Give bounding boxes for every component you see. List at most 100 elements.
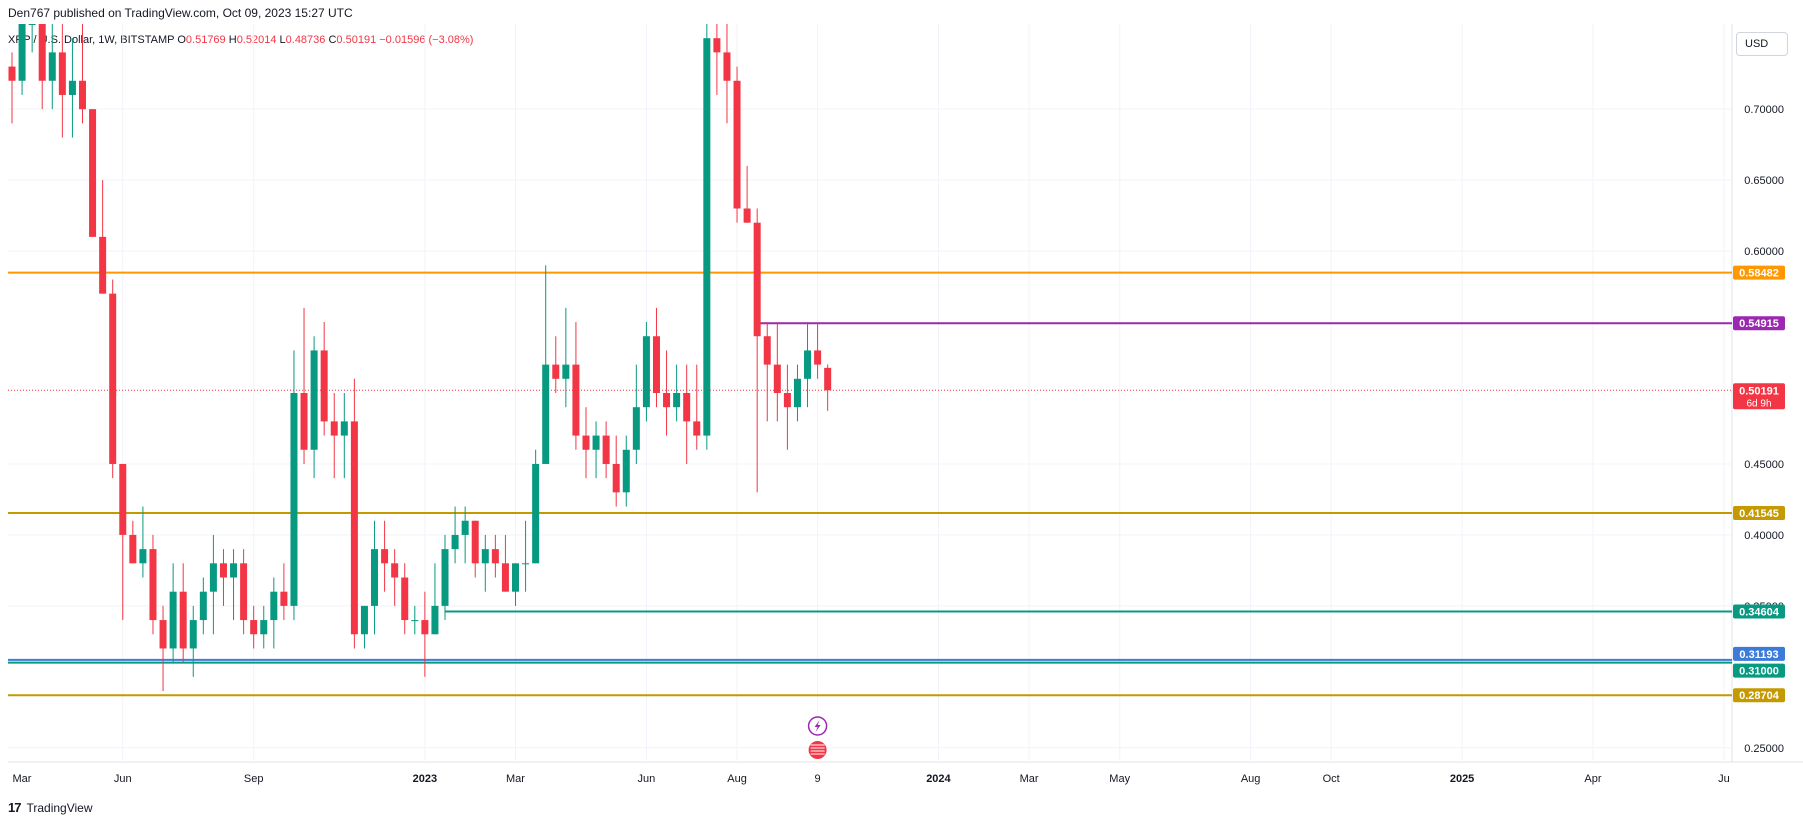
candle bbox=[683, 364, 691, 464]
candle-body bbox=[804, 350, 812, 379]
x-tick-label: Ju bbox=[1718, 773, 1730, 785]
candle bbox=[552, 336, 560, 393]
legend-close-label: C bbox=[328, 34, 337, 46]
candle bbox=[824, 364, 832, 411]
candle-body bbox=[431, 605, 439, 635]
candle bbox=[270, 577, 278, 649]
candle-body bbox=[58, 52, 66, 95]
candle-body bbox=[280, 591, 288, 606]
candles bbox=[8, 24, 832, 692]
candle bbox=[280, 563, 288, 621]
x-tick-label: Aug bbox=[727, 773, 747, 785]
level-label: 0.34604 bbox=[1739, 607, 1780, 619]
candle bbox=[663, 350, 671, 436]
candle-body bbox=[109, 293, 117, 464]
candle-body bbox=[179, 591, 187, 649]
candle-body bbox=[230, 563, 238, 578]
candle-body bbox=[652, 336, 660, 393]
level-label-bg bbox=[1733, 505, 1785, 520]
candle-body bbox=[38, 24, 46, 81]
candle-body bbox=[68, 80, 76, 95]
candle bbox=[572, 322, 580, 450]
candle bbox=[703, 24, 711, 450]
candle-body bbox=[371, 549, 379, 606]
legend-low: 0.48736 bbox=[285, 34, 326, 46]
candle bbox=[582, 407, 590, 479]
legend-symbol[interactable]: XRP / U.S. Dollar, 1W, BITSTAMP bbox=[8, 34, 175, 46]
candle-body bbox=[169, 591, 177, 649]
candle bbox=[673, 364, 681, 422]
candle bbox=[542, 265, 550, 464]
price-chart[interactable]: 0.700000.650000.600000.450000.400000.350… bbox=[0, 0, 1803, 795]
candle-body bbox=[572, 364, 580, 436]
candle-body bbox=[199, 591, 207, 621]
candle bbox=[652, 307, 660, 408]
candle-body bbox=[522, 563, 530, 565]
candle-body bbox=[663, 393, 671, 408]
current-price-label: 0.50191 bbox=[1739, 385, 1779, 397]
candle-body bbox=[783, 393, 791, 408]
candle-body bbox=[451, 534, 459, 550]
candle-body bbox=[683, 393, 691, 422]
candle-body bbox=[773, 364, 781, 393]
level-label-bg bbox=[1733, 646, 1785, 661]
price-axis: 0.700000.650000.600000.450000.400000.350… bbox=[1733, 104, 1785, 755]
x-tick-label: 9 bbox=[815, 773, 821, 785]
x-tick-label: 2024 bbox=[926, 773, 951, 785]
candle-body bbox=[310, 350, 318, 450]
candle bbox=[592, 421, 600, 479]
candle bbox=[260, 605, 268, 649]
candle-body bbox=[481, 549, 489, 564]
candle bbox=[371, 520, 379, 635]
x-tick-label: May bbox=[1109, 773, 1130, 785]
candle bbox=[250, 605, 258, 649]
candle bbox=[28, 24, 36, 53]
candle-body bbox=[552, 364, 560, 379]
level-label: 0.31193 bbox=[1739, 649, 1778, 661]
candle-body bbox=[391, 563, 399, 578]
legend-high-label: H bbox=[228, 34, 237, 46]
candle bbox=[431, 563, 439, 635]
candle bbox=[421, 591, 429, 677]
candle bbox=[99, 180, 107, 294]
candle-body bbox=[763, 336, 771, 365]
candle bbox=[773, 322, 781, 422]
candle bbox=[612, 435, 620, 507]
candle bbox=[804, 322, 812, 408]
candle bbox=[562, 307, 570, 408]
candle-body bbox=[8, 66, 16, 81]
candle-body bbox=[18, 24, 26, 81]
candle-body bbox=[189, 620, 197, 649]
candle bbox=[814, 322, 822, 379]
candle bbox=[119, 463, 127, 621]
candle bbox=[723, 24, 731, 124]
candle bbox=[783, 364, 791, 450]
candle bbox=[632, 364, 640, 464]
candle bbox=[512, 563, 519, 606]
candle-body bbox=[240, 563, 248, 621]
candle-body bbox=[743, 208, 751, 223]
x-tick-label: Mar bbox=[13, 773, 32, 785]
candle bbox=[340, 393, 348, 479]
symbol-legend: XRP / U.S. Dollar, 1W, BITSTAMP O0.51769… bbox=[8, 34, 473, 46]
candle bbox=[139, 506, 147, 578]
y-tick-label: 0.45000 bbox=[1744, 459, 1784, 471]
x-tick-label: Jun bbox=[638, 773, 656, 785]
candle bbox=[441, 534, 449, 621]
x-tick-label: 2023 bbox=[413, 773, 437, 785]
candle-body bbox=[461, 520, 469, 535]
candle bbox=[622, 435, 630, 507]
level-label: 0.54915 bbox=[1739, 318, 1779, 330]
level-label: 0.41545 bbox=[1739, 508, 1779, 520]
candle bbox=[642, 322, 650, 422]
candle bbox=[461, 506, 469, 564]
candle-body bbox=[411, 620, 419, 622]
grid-lines bbox=[8, 24, 1803, 763]
footer-brand-name: TradingView bbox=[26, 800, 93, 815]
candle bbox=[109, 279, 117, 479]
candle-body bbox=[381, 549, 389, 564]
candle-body bbox=[89, 109, 97, 237]
x-tick-label: 2025 bbox=[1450, 773, 1474, 785]
level-label-bg bbox=[1733, 265, 1785, 280]
currency-button[interactable]: USD bbox=[1736, 32, 1788, 56]
